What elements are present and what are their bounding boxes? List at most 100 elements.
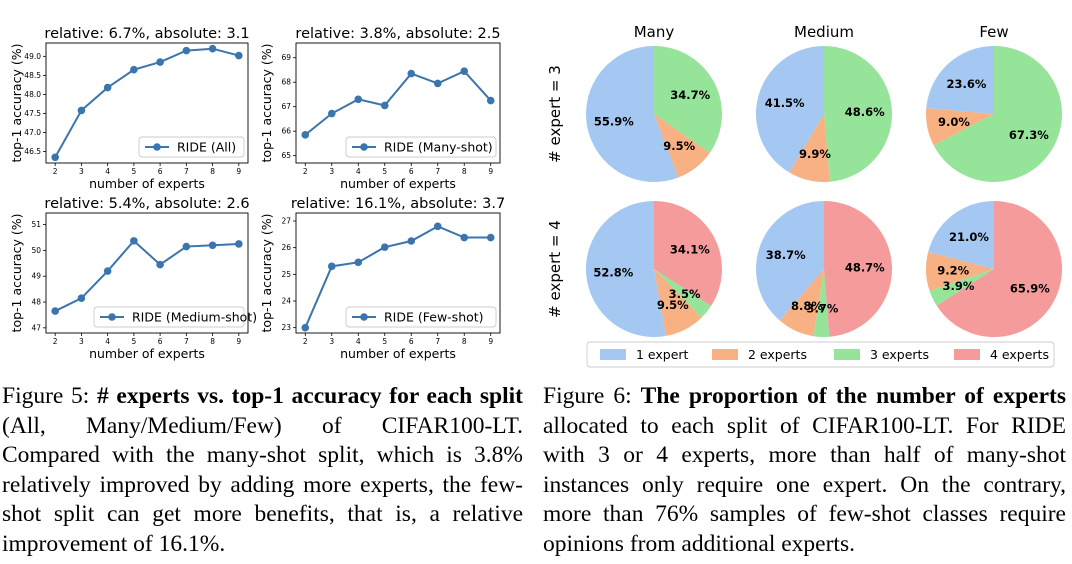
- data-point: [51, 307, 59, 315]
- pie-slice: [654, 45, 722, 153]
- plot-frame: [295, 212, 501, 334]
- series-line: [304, 225, 491, 329]
- pie-legend: 1 expert 2 experts 3 experts 4 experts: [586, 341, 1055, 368]
- data-point: [301, 323, 310, 332]
- data-point: [327, 262, 336, 271]
- y-axis-label: top-1 accuracy (%): [259, 214, 274, 333]
- pie-slice: [586, 46, 679, 182]
- data-point: [156, 260, 164, 269]
- legend-box: [93, 306, 245, 328]
- pie-charts-figure: Many Medium Few # expert = 3 # expert = 4 55.…: [546, 23, 1062, 368]
- data-point: [51, 153, 59, 162]
- x-axis-label: number of experts: [340, 176, 456, 191]
- slice-label: 3.5%: [669, 287, 701, 301]
- legend-label: RIDE (Many-shot): [384, 140, 493, 155]
- pie-slice: [756, 201, 824, 321]
- slice-label: 8.8%: [791, 299, 823, 313]
- data-point: [77, 106, 86, 115]
- x-tick-label: 6: [409, 337, 414, 346]
- x-axis-label: number of experts: [89, 346, 205, 361]
- data-point: [130, 65, 138, 74]
- y-axis-label: top-1 accuracy (%): [259, 44, 274, 163]
- pie-4-medium: 38.7% 8.8%3.7% 48.7%: [756, 201, 892, 337]
- figure-6-text: allocated to each split of CIFAR100-LT. …: [543, 412, 1066, 557]
- data-point: [354, 95, 363, 104]
- data-point: [130, 237, 138, 245]
- data-point: [433, 79, 442, 88]
- legend-box: [345, 136, 497, 158]
- x-tick-label: 2: [303, 167, 308, 176]
- pie-slice: [586, 201, 667, 337]
- x-tick-label: 7: [435, 167, 440, 176]
- legend-label: 3 experts: [870, 347, 929, 362]
- slice-label: 55.9%: [594, 114, 634, 128]
- slice-label: 9.5%: [663, 139, 695, 153]
- series-line: [304, 69, 492, 136]
- x-axis-label: number of experts: [89, 176, 205, 191]
- y-tick-label: 23: [281, 323, 291, 332]
- chart-title: relative: 3.8%, absolute: 2.5: [295, 26, 500, 42]
- x-tick-label: 9: [488, 167, 493, 176]
- figure-5-label: Figure 5:: [2, 383, 97, 409]
- line-chart-2: relative: 3.8%, absolute: 2.565666768692…: [259, 26, 501, 191]
- x-tick-label: 6: [409, 167, 414, 176]
- data-point: [235, 51, 243, 60]
- data-point: [235, 240, 243, 248]
- slice-label: 9.9%: [799, 147, 831, 161]
- y-tick-label: 26: [281, 243, 291, 252]
- line-charts-figure: relative: 6.7%, absolute: 3.1 46.5 47.0 47.…: [9, 26, 505, 361]
- slice-label: 48.7%: [845, 260, 885, 274]
- legend-marker: [360, 313, 368, 321]
- x-tick-label: 8: [210, 337, 215, 346]
- y-tick-label: 48.5: [24, 71, 41, 80]
- legend-swatch: [954, 349, 980, 360]
- plot-frame: [295, 42, 501, 164]
- x-tick-label: 7: [184, 337, 189, 346]
- x-tick-label: 9: [236, 167, 241, 176]
- plot-frame: [45, 212, 249, 334]
- legend-marker: [108, 313, 116, 321]
- y-tick-label: 51: [31, 220, 41, 229]
- data-point: [208, 44, 217, 53]
- x-tick-label: 3: [329, 167, 334, 176]
- pie-slice: [654, 201, 722, 306]
- pie-slice: [813, 269, 830, 337]
- y-tick-label: 66: [281, 127, 291, 136]
- plot-frame: [45, 42, 249, 164]
- x-tick-label: 5: [382, 167, 387, 176]
- slice-label: 9.2%: [937, 264, 969, 278]
- y-tick-label: 48: [31, 298, 41, 307]
- pie-4-many: 52.8% 9.5%3.5% 34.1%: [586, 201, 722, 337]
- chart-title: relative: 5.4%, absolute: 2.6: [44, 196, 249, 212]
- data-point: [208, 241, 217, 250]
- x-tick-label: 4: [105, 167, 110, 176]
- y-tick-label: 24: [281, 297, 291, 306]
- data-point: [380, 243, 389, 251]
- figure-5-caption: Figure 5: # experts vs. top-1 accuracy f…: [2, 382, 523, 559]
- y-tick-label: 25: [281, 270, 291, 279]
- x-tick-label: 7: [435, 337, 440, 346]
- y-tick-label: 47.5: [24, 109, 41, 118]
- pie-3-many: 55.9% 9.5% 34.7%: [586, 45, 722, 182]
- series-line: [54, 47, 240, 158]
- slice-label: 9.5%: [657, 298, 689, 312]
- data-point: [460, 233, 469, 242]
- column-title-few: Few: [979, 23, 1008, 41]
- line-chart-4: relative: 16.1%, absolute: 3.72324252627…: [259, 196, 505, 361]
- legend-marker: [153, 143, 161, 151]
- x-tick-label: 7: [184, 167, 189, 176]
- data-point: [486, 96, 495, 105]
- data-point: [407, 69, 416, 78]
- slice-label: 21.0%: [949, 230, 989, 244]
- slice-label: 38.7%: [766, 248, 806, 262]
- slice-label: 34.1%: [670, 242, 710, 256]
- y-tick-label: 46.5: [24, 147, 41, 156]
- legend-label: 1 expert: [636, 347, 689, 362]
- y-tick-label: 67: [281, 102, 291, 111]
- data-point: [77, 294, 86, 302]
- x-tick-label: 6: [158, 337, 163, 346]
- y-axis-label: top-1 accuracy (%): [9, 44, 24, 163]
- x-tick-label: 4: [105, 337, 110, 346]
- pie-slice: [779, 269, 824, 337]
- legend-label: RIDE (Few-shot): [384, 310, 484, 325]
